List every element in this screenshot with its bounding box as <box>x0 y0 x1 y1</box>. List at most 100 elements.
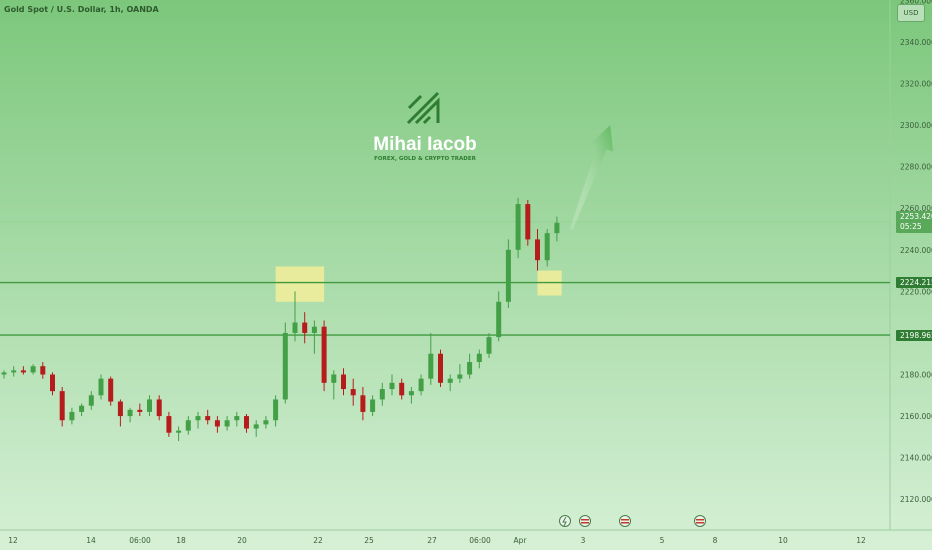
candle-body <box>98 378 104 396</box>
candle-body <box>486 337 492 354</box>
candle-body <box>11 370 17 373</box>
candle-body <box>505 249 511 302</box>
countdown-value: 05:25 <box>900 221 922 231</box>
candle-body <box>147 399 152 412</box>
candles <box>1 197 560 442</box>
current-price-tag: 2253.420 05:25 <box>896 210 932 233</box>
event-flag-icon[interactable] <box>619 515 631 527</box>
candle-body <box>244 416 249 429</box>
candle-body <box>476 353 482 363</box>
x-tick-label: 06:00 <box>469 536 491 545</box>
highlight-zone <box>275 266 325 302</box>
candle-body <box>20 370 26 373</box>
y-tick-label: 2120.000 <box>900 495 932 504</box>
candle-body <box>137 409 143 412</box>
flag-stripe-icon <box>621 519 629 521</box>
projection-arrow-shape <box>570 125 614 230</box>
candle-body <box>341 374 346 390</box>
candle-body <box>399 382 405 396</box>
candle-body <box>1 372 7 375</box>
candle-body <box>418 378 424 392</box>
candle-body <box>467 362 473 375</box>
flag-stripe-icon <box>696 519 704 521</box>
y-tick-label: 2240.000 <box>900 246 932 255</box>
candle-body <box>108 378 114 402</box>
brand-watermark: Mihai Iacob FOREX, GOLD & CRYPTO TRADER <box>373 91 477 162</box>
candle-body <box>214 420 220 427</box>
candle-body <box>496 301 502 338</box>
candle-body <box>408 391 414 396</box>
candle-body <box>535 239 540 261</box>
candle-body <box>185 420 191 431</box>
x-tick-label: 14 <box>86 536 96 545</box>
y-tick-label: 2340.000 <box>900 38 932 47</box>
candle-body <box>234 416 240 421</box>
level1-price-tag: 2224.215 <box>896 277 932 289</box>
candle-body <box>389 382 395 390</box>
event-flag-icon[interactable] <box>579 515 591 527</box>
candle-body <box>331 374 337 383</box>
candle-body <box>166 416 172 433</box>
candle-body <box>253 424 259 429</box>
candle-body <box>457 374 463 379</box>
event-icons[interactable] <box>559 515 706 527</box>
candle-body <box>321 326 327 383</box>
candle-body <box>379 389 385 400</box>
candle-body <box>59 391 65 421</box>
x-tick-label: 3 <box>581 536 586 545</box>
current-price-value: 2253.420 <box>900 211 932 221</box>
candle-body <box>311 326 317 333</box>
x-tick-label: 18 <box>176 536 186 545</box>
y-tick-label: 2160.000 <box>900 412 932 421</box>
symbol-header[interactable]: Gold Spot / U.S. Dollar, 1h, OANDA <box>4 5 159 14</box>
candle-body <box>30 366 36 373</box>
brand-logo-icon <box>406 91 440 125</box>
candle-body <box>370 399 376 412</box>
candle-body <box>156 399 162 417</box>
candle-body <box>195 416 201 421</box>
candle-body <box>273 399 279 421</box>
candle-body <box>360 395 366 412</box>
candle-body <box>544 233 550 261</box>
candle-body <box>554 222 560 234</box>
candle-body <box>176 430 182 433</box>
candle-body <box>428 353 434 379</box>
y-tick-label: 2280.000 <box>900 163 932 172</box>
candle-body <box>263 420 269 425</box>
candle-body <box>117 401 123 417</box>
x-tick-label: 10 <box>778 536 788 545</box>
y-tick-label: 2220.000 <box>900 287 932 296</box>
currency-button[interactable]: USD <box>897 4 925 22</box>
event-flag-icon[interactable] <box>694 515 706 527</box>
flag-stripe-icon <box>696 522 704 524</box>
candle-body <box>447 378 453 383</box>
candle-body <box>205 416 211 421</box>
projection-arrow <box>570 125 614 230</box>
x-tick-label: 12 <box>856 536 866 545</box>
candle-body <box>50 374 55 392</box>
candle-body <box>127 409 133 417</box>
candle-body <box>525 204 531 240</box>
candle-body <box>292 322 298 333</box>
event-lightning-icon[interactable] <box>559 515 571 527</box>
x-tick-label: Apr <box>514 536 528 545</box>
candle-body <box>302 322 308 333</box>
x-tick-label: 25 <box>364 536 374 545</box>
flag-stripe-icon <box>581 519 589 521</box>
y-tick-label: 2180.000 <box>900 371 932 380</box>
x-tick-label: 12 <box>8 536 18 545</box>
candle-body <box>515 204 521 250</box>
candle-body <box>40 366 46 375</box>
flag-stripe-icon <box>581 522 589 524</box>
x-tick-label: 06:00 <box>129 536 151 545</box>
time-axis: 12 14 06:00 18 20 22 25 27 06:00 Apr 3 5 8 10 12 <box>8 536 866 545</box>
candle-body <box>438 353 443 383</box>
x-tick-label: 5 <box>660 536 665 545</box>
level2-price-tag: 2198.965 <box>896 329 932 341</box>
y-tick-label: 2360.000 <box>900 0 932 5</box>
candle-body <box>224 420 230 427</box>
candle-body <box>79 405 85 412</box>
